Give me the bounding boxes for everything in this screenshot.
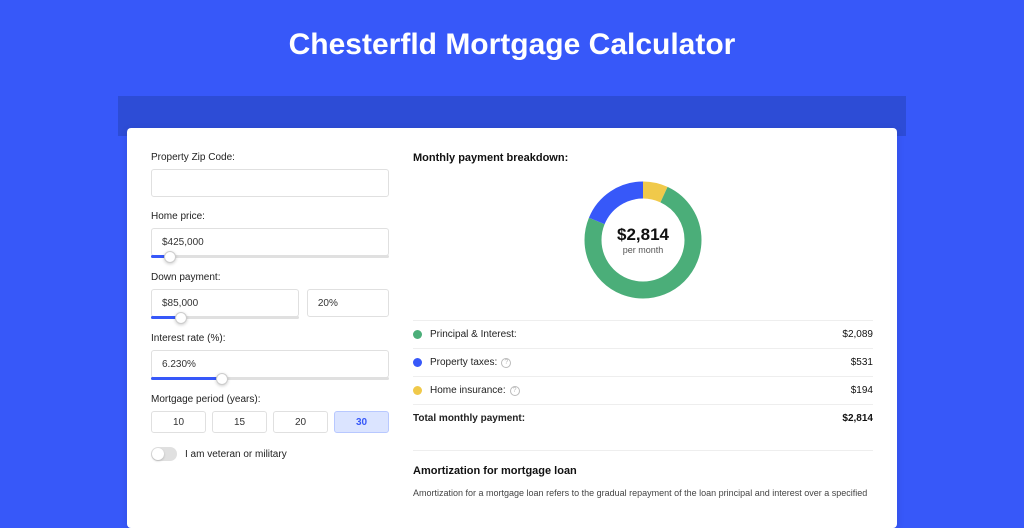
donut-sub: per month	[617, 245, 669, 255]
veteran-toggle-label: I am veteran or military	[185, 449, 287, 460]
info-icon[interactable]: ?	[501, 358, 511, 368]
veteran-toggle[interactable]	[151, 447, 177, 461]
page-title: Chesterfld Mortgage Calculator	[0, 0, 1024, 82]
amort-section: Amortization for mortgage loan Amortizat…	[413, 450, 873, 501]
legend-label: Property taxes:?	[430, 357, 851, 368]
legend-label: Home insurance:?	[430, 385, 851, 396]
donut-chart: $2,814 per month	[581, 178, 705, 302]
down-payment-group: Down payment:	[151, 272, 389, 319]
interest-slider-thumb[interactable]	[216, 373, 228, 385]
period-label: Mortgage period (years):	[151, 394, 389, 405]
donut-center: $2,814 per month	[617, 225, 669, 255]
zip-label: Property Zip Code:	[151, 152, 389, 163]
legend-row-0: Principal & Interest:$2,089	[413, 321, 873, 349]
zip-input[interactable]	[151, 169, 389, 197]
legend-value: $194	[851, 385, 873, 396]
info-icon[interactable]: ?	[510, 386, 520, 396]
zip-field-group: Property Zip Code:	[151, 152, 389, 197]
home-price-label: Home price:	[151, 211, 389, 222]
interest-group: Interest rate (%):	[151, 333, 389, 380]
breakdown-title: Monthly payment breakdown:	[413, 152, 873, 164]
amort-title: Amortization for mortgage loan	[413, 465, 873, 477]
donut-wrap: $2,814 per month	[413, 178, 873, 302]
calculator-card: Property Zip Code: Home price: Down paym…	[127, 128, 897, 528]
home-price-slider[interactable]	[151, 255, 389, 258]
donut-amount: $2,814	[617, 225, 669, 245]
period-button-10[interactable]: 10	[151, 411, 206, 433]
legend-dot	[413, 358, 422, 367]
home-price-group: Home price:	[151, 211, 389, 258]
veteran-toggle-knob	[152, 448, 164, 460]
interest-slider-fill	[151, 377, 222, 380]
down-payment-slider-thumb[interactable]	[175, 312, 187, 324]
legend-total-row: Total monthly payment:$2,814	[413, 405, 873, 432]
legend: Principal & Interest:$2,089Property taxe…	[413, 320, 873, 432]
results-column: Monthly payment breakdown: $2,814 per mo…	[413, 152, 873, 528]
legend-dot	[413, 330, 422, 339]
legend-total-label: Total monthly payment:	[413, 413, 842, 424]
legend-value: $2,089	[842, 329, 873, 340]
home-price-slider-thumb[interactable]	[164, 251, 176, 263]
period-button-30[interactable]: 30	[334, 411, 389, 433]
legend-value: $531	[851, 357, 873, 368]
period-button-20[interactable]: 20	[273, 411, 328, 433]
interest-slider[interactable]	[151, 377, 389, 380]
veteran-toggle-row: I am veteran or military	[151, 447, 389, 461]
amort-text: Amortization for a mortgage loan refers …	[413, 487, 873, 501]
legend-row-2: Home insurance:?$194	[413, 377, 873, 405]
legend-total-value: $2,814	[842, 413, 873, 424]
legend-dot	[413, 386, 422, 395]
inputs-column: Property Zip Code: Home price: Down paym…	[151, 152, 389, 528]
legend-label: Principal & Interest:	[430, 329, 842, 340]
down-payment-label: Down payment:	[151, 272, 389, 283]
interest-input[interactable]	[151, 350, 389, 378]
down-payment-pct-input[interactable]	[307, 289, 389, 317]
home-price-input[interactable]	[151, 228, 389, 256]
interest-label: Interest rate (%):	[151, 333, 389, 344]
period-group: Mortgage period (years): 10 15 20 30	[151, 394, 389, 433]
down-payment-input[interactable]	[151, 289, 299, 317]
down-payment-slider[interactable]	[151, 316, 299, 319]
legend-row-1: Property taxes:?$531	[413, 349, 873, 377]
period-button-15[interactable]: 15	[212, 411, 267, 433]
